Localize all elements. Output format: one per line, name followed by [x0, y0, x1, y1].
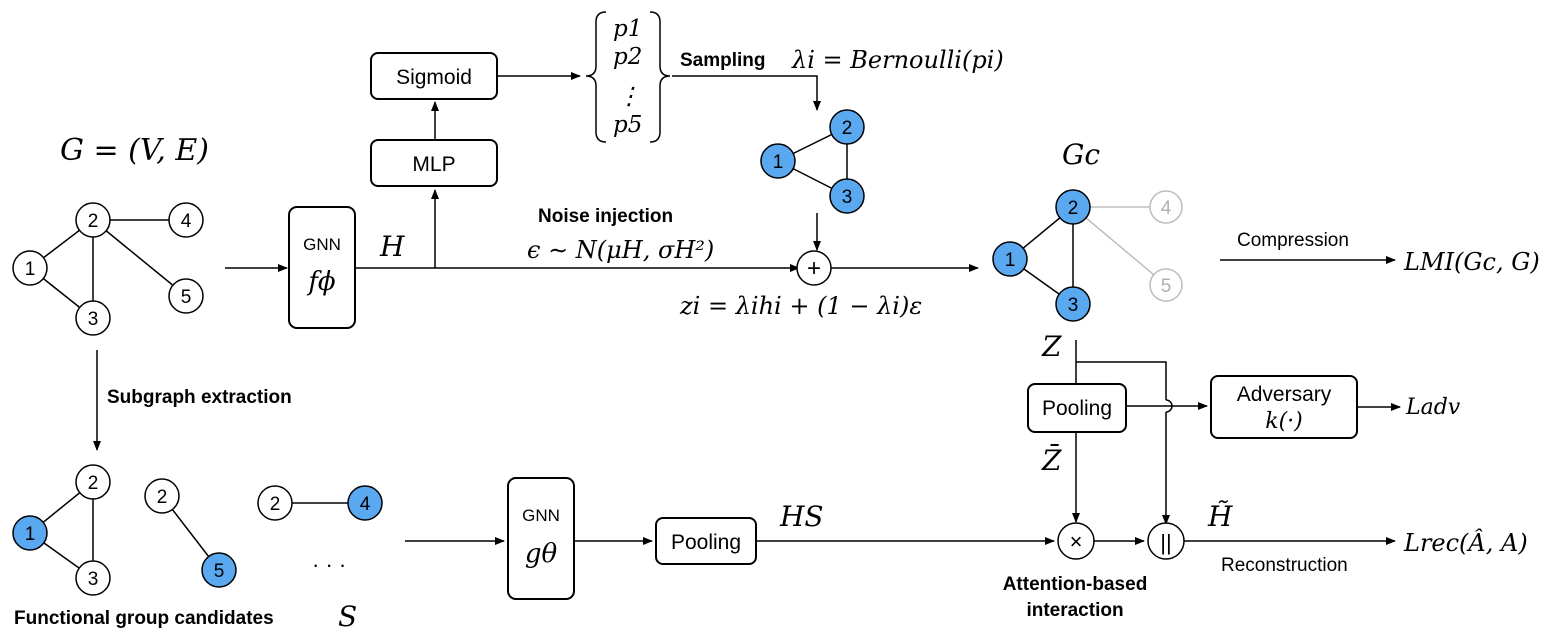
left-brace [585, 11, 607, 143]
functional-group-candidates-label: Functional group candidates [14, 608, 274, 629]
svg-text:3: 3 [88, 569, 99, 590]
attention-label-line2: interaction [1026, 600, 1123, 621]
svg-text:5: 5 [214, 561, 225, 582]
graph-node-faded: 4 [1149, 190, 1183, 224]
graph-node: 3 [1055, 286, 1091, 322]
compression-label: Compression [1237, 230, 1349, 251]
H-label: H [379, 230, 405, 263]
graph-node: 2 [257, 485, 293, 521]
svg-text:3: 3 [88, 309, 99, 330]
concat-symbol: || [1160, 530, 1171, 555]
pooling-top-label: Pooling [1042, 397, 1112, 420]
svg-text:2: 2 [157, 487, 168, 508]
svg-text:2: 2 [88, 211, 99, 232]
graph-node: 5 [201, 552, 237, 588]
L-adv-label: Ladv [1405, 395, 1461, 420]
plus-symbol: + [807, 255, 821, 282]
svg-text:2: 2 [88, 473, 99, 494]
Z-label: Z [1041, 330, 1062, 363]
svg-text:2: 2 [270, 494, 281, 515]
compressed-graph-Gc: 1 2 3 4 5 [992, 189, 1183, 322]
graph-node: 4 [168, 202, 204, 238]
gnn-g-title: GNN [522, 506, 560, 525]
p5-label: p5 [613, 112, 642, 138]
gnn-g-function: gθ [525, 539, 558, 569]
svg-text:1: 1 [773, 152, 784, 173]
arrow-sampling-to-graph [672, 75, 821, 111]
p1-label: p1 [613, 16, 642, 42]
svg-text:5: 5 [181, 287, 192, 308]
Gc-label: Gc [1062, 138, 1100, 171]
graph-node: 3 [829, 178, 865, 214]
noise-equation: ϵ ∼ N(μH, σH²) [527, 236, 714, 264]
candidate-subgraph-3: 2 4 [257, 485, 383, 521]
mlp-box [370, 139, 498, 187]
H-tilde-label: H̃ [1207, 500, 1233, 533]
H-S-label: HS [779, 500, 824, 533]
graph-node: 4 [347, 485, 383, 521]
L-rec-label: Lrec(Â, A) [1403, 528, 1528, 557]
sigmoid-label: Sigmoid [396, 66, 472, 89]
svg-text:4: 4 [1161, 198, 1172, 219]
svg-text:1: 1 [25, 259, 36, 280]
z-equation: zi = λihi + (1 − λi)ε [679, 292, 922, 320]
graph-node: 1 [992, 241, 1028, 277]
adversary-label: Adversary [1237, 383, 1332, 406]
gnn-f-title: GNN [303, 235, 341, 254]
candidate-subgraph-1: 1 2 3 [12, 464, 111, 596]
sampling-label: Sampling [680, 50, 766, 71]
svg-text:2: 2 [842, 118, 853, 139]
graph-node: 2 [144, 478, 180, 514]
attention-label-line1: Attention-based [1003, 574, 1148, 595]
S-label: S [338, 600, 357, 633]
gnn-f-function: fϕ [306, 267, 336, 297]
L-MI-label: LMI(Gc, G) [1403, 248, 1540, 276]
graph-node: 1 [12, 250, 48, 286]
pooling-top-box [1027, 383, 1127, 433]
svg-text:1: 1 [25, 524, 36, 545]
noise-injection-label: Noise injection [538, 206, 673, 227]
svg-text:4: 4 [181, 211, 192, 232]
right-brace [649, 11, 671, 143]
Zbar-label: Z̄ [1041, 443, 1062, 477]
candidate-subgraph-2: 2 5 [144, 478, 237, 588]
graph-node: 2 [1055, 189, 1091, 225]
mlp-label: MLP [412, 153, 455, 176]
sampled-graph: 1 2 3 [760, 109, 865, 214]
svg-text:5: 5 [1161, 276, 1172, 297]
graph-node: 5 [168, 278, 204, 314]
svg-text:1: 1 [1005, 250, 1016, 271]
graph-node: 2 [75, 202, 111, 238]
graph-node: 1 [12, 515, 48, 551]
graph-node: 3 [75, 300, 111, 336]
svg-text:2: 2 [1068, 198, 1079, 219]
bernoulli-equation: λi = Bernoulli(pi) [791, 46, 1004, 74]
reconstruction-label: Reconstruction [1221, 555, 1348, 576]
input-graph: 1 2 3 4 5 [12, 202, 204, 336]
graph-node: 2 [75, 464, 111, 500]
graph-node-faded: 5 [1149, 268, 1183, 302]
svg-text:3: 3 [1068, 295, 1079, 316]
gnn-g-box [507, 477, 575, 600]
svg-text:3: 3 [842, 187, 853, 208]
svg-text:4: 4 [360, 494, 371, 515]
line-Z-branch [1076, 361, 1167, 400]
graph-node: 1 [760, 143, 796, 179]
pdots-label: ⋮ [617, 82, 641, 110]
adversary-function: k(·) [1265, 409, 1303, 434]
p2-label: p2 [613, 44, 642, 70]
times-symbol: × [1070, 529, 1083, 554]
candidates-ellipsis: · · · [312, 552, 346, 577]
graph-node: 3 [75, 560, 111, 596]
graph-node: 2 [829, 109, 865, 145]
subgraph-extraction-label: Subgraph extraction [107, 387, 292, 408]
graph-definition-label: G = (V, E) [60, 133, 209, 168]
pooling-bottom-label: Pooling [671, 531, 741, 554]
